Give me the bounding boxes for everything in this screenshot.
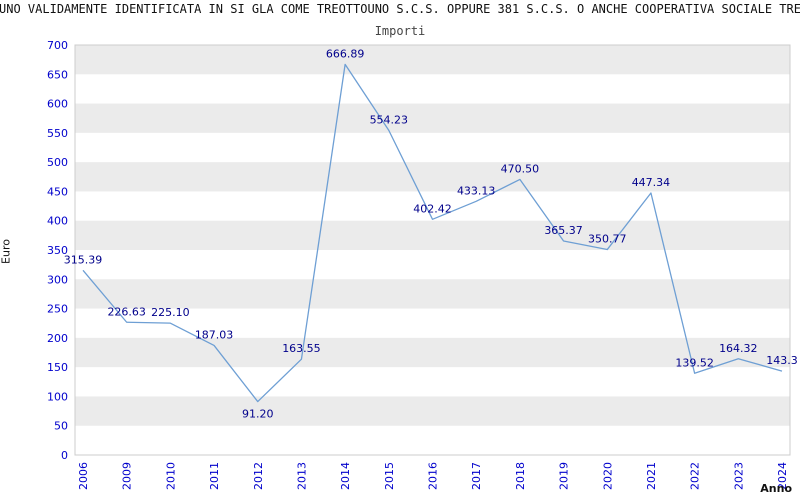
data-point-label: 365.37 bbox=[544, 224, 583, 237]
x-tick: 2022 bbox=[689, 462, 702, 490]
x-tick-label: 2024 bbox=[776, 462, 789, 490]
data-point-label: 402.42 bbox=[413, 202, 452, 215]
x-tick-label: 2013 bbox=[295, 462, 308, 490]
x-tick-label: 2006 bbox=[77, 462, 90, 490]
y-tick-label: 0 bbox=[61, 449, 68, 462]
y-tick-label: 200 bbox=[47, 332, 68, 345]
data-line bbox=[82, 63, 783, 403]
y-tick-label: 450 bbox=[47, 185, 68, 198]
grid-stripe bbox=[75, 103, 790, 133]
x-tick-label: 2016 bbox=[427, 462, 440, 490]
grid-stripe bbox=[75, 45, 790, 75]
data-point-label: 666.89 bbox=[326, 47, 365, 60]
x-tick-label: 2011 bbox=[208, 462, 221, 490]
x-tick-label: 2021 bbox=[645, 462, 658, 490]
data-point-label: 350.77 bbox=[588, 233, 627, 246]
grid-stripe bbox=[75, 162, 790, 192]
x-tick-label: 2020 bbox=[601, 462, 614, 490]
data-point-label: 164.32 bbox=[719, 342, 758, 355]
x-tick: 2014 bbox=[339, 462, 352, 490]
y-tick-label: 50 bbox=[54, 420, 68, 433]
data-point-label: 470.50 bbox=[501, 162, 540, 175]
x-tick: 2012 bbox=[252, 462, 265, 490]
x-tick: 2020 bbox=[601, 462, 614, 490]
data-point-label: 187.03 bbox=[195, 328, 234, 341]
x-tick: 2006 bbox=[77, 462, 90, 490]
y-tick-label: 300 bbox=[47, 273, 68, 286]
x-tick-label: 2022 bbox=[689, 462, 702, 490]
x-tick: 2021 bbox=[645, 462, 658, 490]
y-tick-label: 400 bbox=[47, 215, 68, 228]
y-tick-label: 150 bbox=[47, 361, 68, 374]
data-point-label: 163.55 bbox=[282, 342, 321, 355]
data-point-label: 143.3 bbox=[766, 354, 798, 367]
data-point-label: 447.34 bbox=[632, 176, 671, 189]
x-tick-label: 2015 bbox=[383, 462, 396, 490]
data-point-label: 315.39 bbox=[64, 253, 103, 266]
x-tick: 2019 bbox=[558, 462, 571, 490]
x-tick-label: 2019 bbox=[558, 462, 571, 490]
chart-subtitle: Importi bbox=[374, 24, 426, 38]
y-tick-label: 500 bbox=[47, 156, 68, 169]
data-point-label: 91.20 bbox=[242, 408, 274, 421]
x-tick-label: 2009 bbox=[121, 462, 134, 490]
x-tick: 2009 bbox=[121, 462, 134, 490]
x-tick: 2023 bbox=[732, 462, 745, 490]
x-axis-label: Anno bbox=[760, 482, 792, 495]
data-point-label: 226.63 bbox=[107, 305, 146, 318]
y-axis-label: Euro bbox=[0, 239, 13, 264]
y-tick-label: 600 bbox=[47, 98, 68, 111]
x-tick-label: 2010 bbox=[164, 462, 177, 490]
x-tick-label: 2017 bbox=[470, 462, 483, 490]
x-tick: 2024 bbox=[776, 462, 789, 490]
grid-stripe bbox=[75, 279, 790, 309]
x-tick: 2015 bbox=[383, 462, 396, 490]
data-point-label: 225.10 bbox=[151, 306, 190, 319]
x-tick: 2011 bbox=[208, 462, 221, 490]
grid-stripe bbox=[75, 220, 790, 250]
x-tick: 2013 bbox=[295, 462, 308, 490]
data-point-label: 433.13 bbox=[457, 184, 496, 197]
data-point-label: 139.52 bbox=[675, 356, 714, 369]
y-tick-label: 700 bbox=[47, 39, 68, 52]
grid-stripe bbox=[75, 396, 790, 426]
x-tick: 2018 bbox=[514, 462, 527, 490]
x-tick-label: 2014 bbox=[339, 462, 352, 490]
x-tick-label: 2023 bbox=[732, 462, 745, 490]
y-tick-label: 250 bbox=[47, 303, 68, 316]
plot-area-border bbox=[74, 44, 791, 456]
chart-title: TOUNO VALIDAMENTE IDENTIFICATA IN SI GLA… bbox=[0, 2, 800, 16]
x-tick: 2016 bbox=[427, 462, 440, 490]
y-tick-label: 650 bbox=[47, 68, 68, 81]
x-tick-label: 2012 bbox=[252, 462, 265, 490]
y-tick-label: 550 bbox=[47, 127, 68, 140]
x-tick: 2017 bbox=[470, 462, 483, 490]
grid-stripe bbox=[75, 337, 790, 368]
x-tick: 2010 bbox=[164, 462, 177, 490]
x-tick-label: 2018 bbox=[514, 462, 527, 490]
y-tick-label: 350 bbox=[47, 244, 68, 257]
y-tick-label: 100 bbox=[47, 390, 68, 403]
data-point-label: 554.23 bbox=[370, 113, 409, 126]
